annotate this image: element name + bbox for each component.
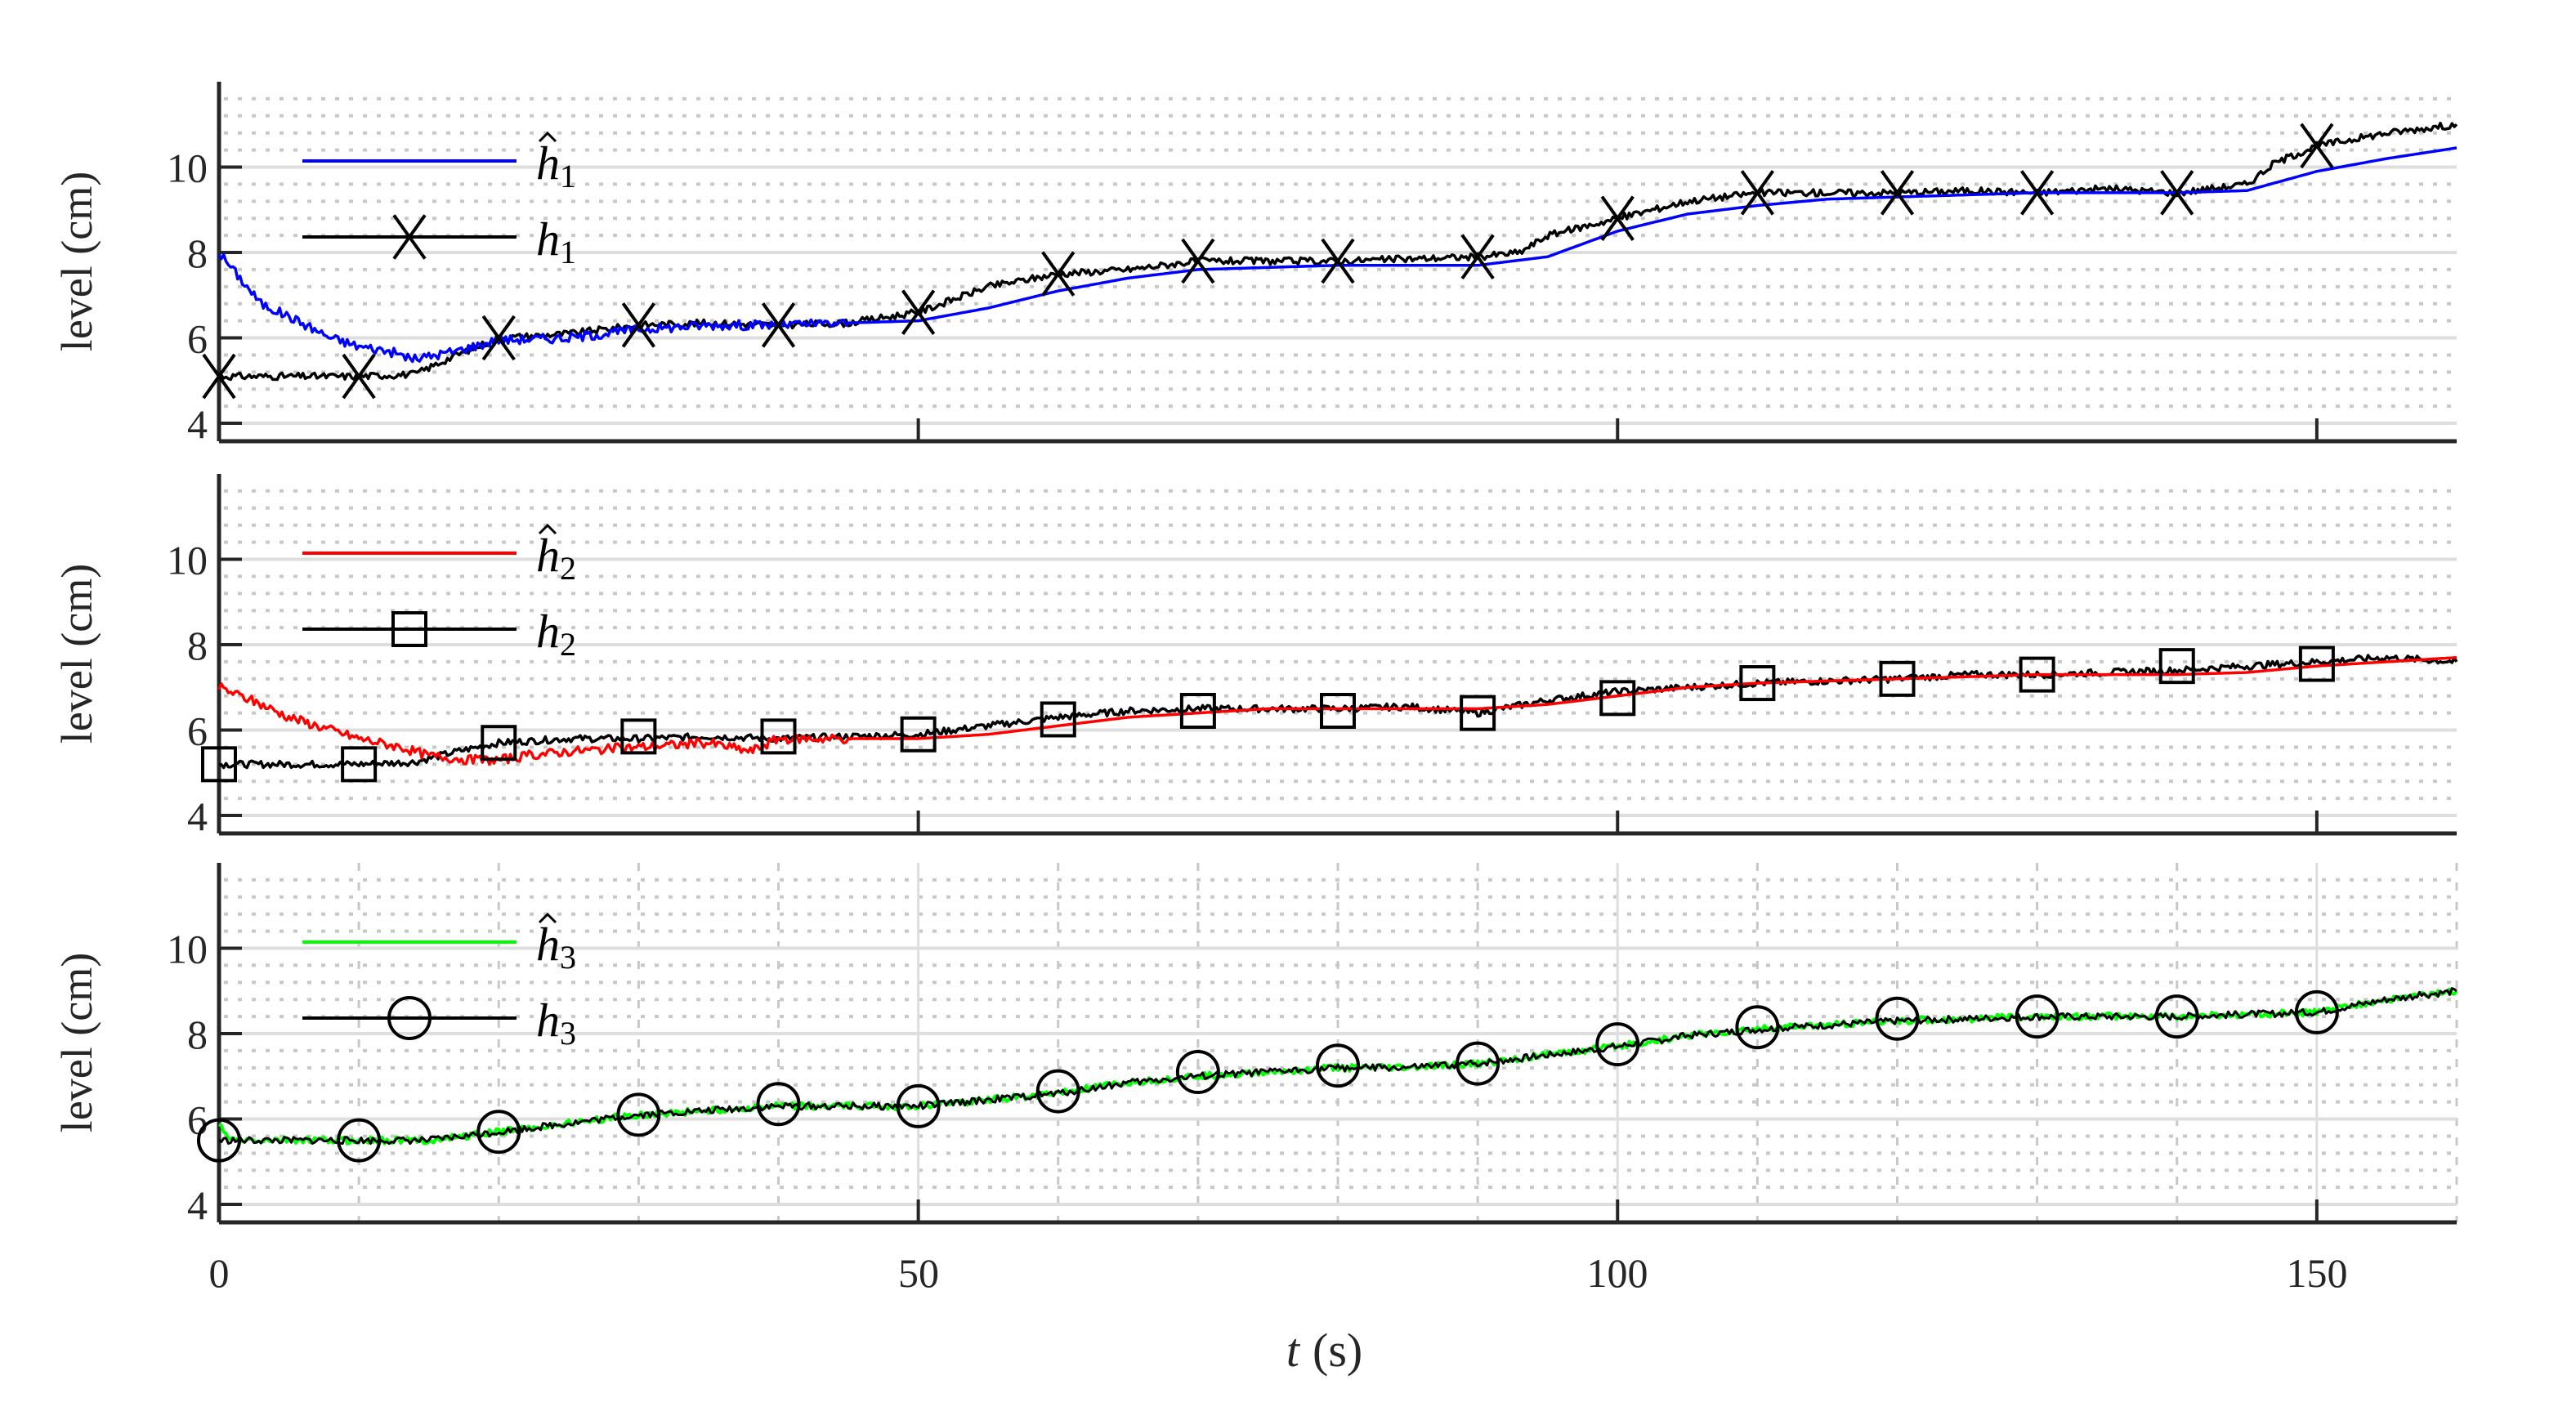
- circle-marker-icon: [1875, 996, 1920, 1041]
- series-line-estimate: [217, 655, 2457, 766]
- svg-text:t: t: [1286, 1324, 1301, 1377]
- x-tick-label: 0: [209, 1250, 230, 1296]
- square-marker-icon: [1320, 693, 1356, 730]
- x-marker-icon: [1880, 170, 1915, 216]
- square-marker-icon: [201, 746, 237, 783]
- hat-accent-icon: [538, 131, 557, 143]
- x-tick-label: 100: [1587, 1250, 1648, 1296]
- x-marker-icon: [2160, 170, 2194, 216]
- square-marker-icon: [900, 716, 937, 753]
- circle-marker-icon: [1735, 1005, 1780, 1050]
- square-marker-icon: [2019, 656, 2055, 693]
- y-tick-label: 4: [187, 401, 208, 447]
- circle-marker-icon: [476, 1110, 521, 1155]
- y-tick-label: 4: [187, 1182, 208, 1228]
- legend-label: h3: [536, 994, 576, 1052]
- y-tick-label: 10: [167, 927, 208, 972]
- y-axis-label: level (cm): [52, 564, 101, 744]
- legend-label: h2: [536, 605, 576, 663]
- circle-marker-icon: [1595, 1022, 1640, 1067]
- square-marker-icon: [341, 746, 378, 783]
- x-marker-icon: [2020, 170, 2055, 216]
- circle-marker-icon: [2015, 994, 2059, 1039]
- y-tick-label: 8: [187, 230, 208, 276]
- x-tick-label: 150: [2287, 1250, 2348, 1296]
- x-axis: 0 50 100 150 t (s): [209, 1250, 2348, 1377]
- circle-marker-icon: [896, 1083, 941, 1128]
- circle-marker-icon: [387, 996, 432, 1040]
- x-marker-icon: [621, 302, 656, 348]
- square-marker-icon: [1739, 665, 1776, 702]
- square-marker-icon: [760, 718, 797, 755]
- circle-marker-icon: [1456, 1041, 1500, 1086]
- y-tick-label: 4: [187, 793, 208, 839]
- hat-accent-icon: [538, 523, 557, 535]
- x-marker-icon: [1460, 234, 1495, 280]
- y-axis-label: level (cm): [52, 953, 101, 1132]
- y-axis-label: level (cm): [52, 172, 101, 351]
- series-line-estimate: [217, 146, 2457, 364]
- svg-text:(s): (s): [1313, 1324, 1362, 1377]
- x-tick-label: 50: [898, 1250, 939, 1296]
- x-marker-icon: [1321, 238, 1355, 284]
- x-marker-icon: [1600, 195, 1635, 241]
- legend-label: h1: [536, 136, 576, 194]
- x-marker-icon: [392, 214, 427, 260]
- square-marker-icon: [620, 718, 657, 755]
- x-marker-icon: [202, 353, 236, 400]
- legend-label: h3: [536, 918, 576, 976]
- x-axis-label: t (s): [1286, 1324, 1362, 1377]
- y-tick-label: 8: [187, 623, 208, 668]
- y-tick-label: 6: [187, 708, 208, 754]
- legend-label: h2: [536, 529, 576, 587]
- x-marker-icon: [1041, 251, 1076, 297]
- x-marker-icon: [1181, 238, 1215, 284]
- y-tick-label: 10: [167, 145, 208, 191]
- circle-marker-icon: [1035, 1069, 1080, 1114]
- y-tick-label: 6: [187, 1097, 208, 1143]
- x-marker-icon: [2300, 123, 2334, 169]
- square-marker-icon: [1879, 660, 1916, 697]
- x-marker-icon: [481, 315, 516, 361]
- square-marker-icon: [481, 725, 517, 762]
- circle-marker-icon: [197, 1118, 241, 1163]
- square-marker-icon: [1040, 701, 1076, 738]
- square-marker-icon: [2158, 648, 2195, 685]
- y-tick-label: 10: [167, 538, 208, 583]
- x-marker-icon: [901, 289, 936, 335]
- circle-marker-icon: [2154, 994, 2199, 1039]
- square-marker-icon: [391, 611, 427, 647]
- square-marker-icon: [1179, 693, 1216, 730]
- legend-label: h1: [536, 212, 576, 270]
- circle-marker-icon: [2294, 989, 2339, 1034]
- series-line-measured: [218, 987, 2457, 1146]
- circle-marker-icon: [337, 1118, 382, 1163]
- square-marker-icon: [1599, 680, 1636, 717]
- x-marker-icon: [342, 353, 376, 400]
- circle-marker-icon: [756, 1082, 801, 1127]
- hat-accent-icon: [538, 912, 557, 924]
- x-marker-icon: [1740, 170, 1775, 216]
- y-tick-label: 6: [187, 316, 208, 362]
- circle-marker-icon: [616, 1092, 661, 1137]
- square-marker-icon: [2298, 645, 2335, 682]
- circle-marker-icon: [1175, 1050, 1220, 1095]
- square-marker-icon: [1460, 695, 1496, 731]
- circle-marker-icon: [1316, 1043, 1360, 1088]
- x-marker-icon: [761, 302, 796, 348]
- y-tick-label: 8: [187, 1012, 208, 1057]
